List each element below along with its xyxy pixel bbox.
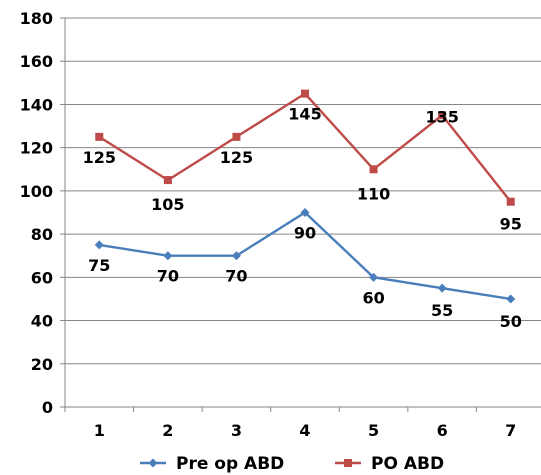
data-label: 125	[83, 148, 116, 167]
data-label: 50	[500, 312, 522, 331]
y-tick-label: 140	[20, 95, 53, 114]
data-label: 125	[220, 148, 253, 167]
legend-marker	[148, 458, 158, 468]
x-tick-label: 2	[162, 421, 173, 440]
data-point	[369, 272, 379, 282]
data-point	[437, 283, 447, 293]
data-point	[300, 208, 310, 217]
y-tick-label: 180	[20, 9, 53, 28]
legend-label: PO ABD	[371, 454, 444, 474]
data-point	[231, 251, 241, 261]
gridlines	[60, 17, 541, 412]
data-point	[506, 197, 515, 206]
data-point	[506, 294, 516, 304]
y-tick-label: 80	[31, 225, 53, 244]
data-point	[163, 251, 173, 261]
y-tick-label: 0	[42, 398, 53, 417]
y-tick-labels: 0 20 40 60 80 100 120 140 160 180	[20, 9, 53, 417]
y-tick-label: 160	[20, 52, 53, 71]
x-tick-label: 1	[94, 421, 105, 440]
data-label: 60	[362, 288, 384, 307]
data-label: 105	[151, 195, 184, 214]
data-label: 75	[88, 256, 110, 275]
data-point	[163, 176, 172, 185]
data-label: 55	[431, 301, 453, 320]
y-tick-label: 40	[31, 312, 53, 331]
y-tick-label: 100	[20, 182, 53, 201]
data-point	[232, 132, 241, 141]
data-label: 135	[425, 107, 458, 126]
y-tick-label: 120	[20, 139, 53, 158]
x-tick-label: 5	[368, 421, 379, 440]
legend-marker	[344, 459, 352, 467]
y-tick-label: 20	[31, 355, 53, 374]
data-point	[301, 89, 309, 98]
legend-label: Pre op ABD	[176, 454, 284, 474]
axes	[64, 18, 541, 408]
data-label: 95	[500, 215, 522, 234]
data-point	[95, 132, 104, 141]
data-point	[438, 111, 447, 120]
y-tick-label: 60	[31, 268, 53, 287]
series-group	[94, 89, 516, 304]
x-tick-labels: 1 2 3 4 5 6 7	[94, 421, 517, 440]
data-label: 70	[225, 267, 247, 286]
data-point	[369, 165, 378, 174]
data-label: 110	[357, 184, 390, 203]
x-tick-label: 3	[231, 421, 242, 440]
data-label: 90	[294, 224, 316, 243]
data-label: 145	[288, 105, 321, 124]
data-point	[94, 240, 104, 250]
x-tick-label: 7	[505, 421, 516, 440]
x-tick-label: 6	[437, 421, 448, 440]
data-label: 70	[157, 267, 179, 286]
data-labels: 75 70 70 90 60 55 50 125 105 125 145 110 135 95	[83, 105, 522, 331]
legend: Pre op ABD PO ABD	[140, 454, 444, 474]
x-tick-label: 4	[299, 421, 310, 440]
